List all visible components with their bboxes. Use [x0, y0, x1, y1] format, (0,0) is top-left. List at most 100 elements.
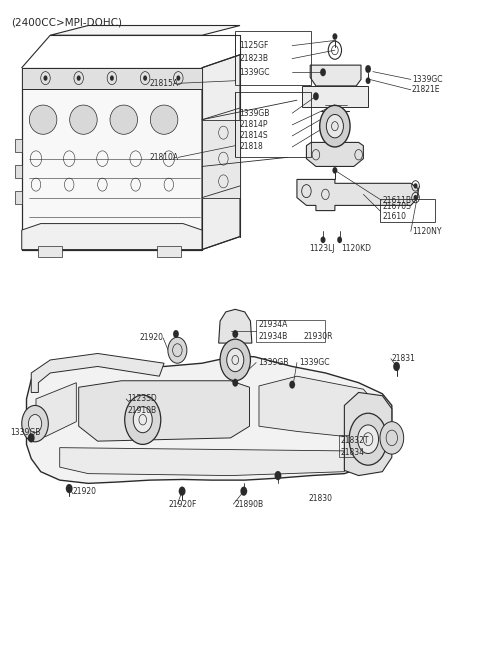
Circle shape	[168, 337, 187, 364]
Circle shape	[66, 484, 72, 493]
Ellipse shape	[29, 105, 57, 134]
Text: 21920F: 21920F	[169, 500, 197, 509]
Text: 1125GF: 1125GF	[239, 41, 268, 50]
Circle shape	[275, 471, 281, 480]
Circle shape	[110, 75, 114, 81]
Ellipse shape	[110, 105, 137, 134]
Circle shape	[326, 115, 343, 138]
Text: 21814P: 21814P	[239, 121, 267, 130]
Text: 1339GB: 1339GB	[10, 428, 40, 437]
Text: 21814S: 21814S	[239, 132, 268, 140]
Polygon shape	[259, 376, 378, 438]
Circle shape	[320, 105, 350, 147]
Circle shape	[22, 405, 48, 442]
Text: 21830: 21830	[309, 495, 333, 504]
Text: 21890B: 21890B	[234, 500, 264, 509]
Polygon shape	[301, 86, 368, 107]
Polygon shape	[79, 381, 250, 441]
Polygon shape	[14, 191, 22, 204]
Circle shape	[313, 92, 319, 100]
Text: 21815A: 21815A	[149, 79, 179, 88]
Bar	[256, 320, 325, 343]
Bar	[235, 92, 311, 157]
Polygon shape	[297, 179, 418, 211]
Text: 21810A: 21810A	[149, 153, 179, 162]
Bar	[339, 436, 382, 457]
Polygon shape	[36, 383, 76, 438]
Polygon shape	[14, 165, 22, 178]
Text: 21934A: 21934A	[258, 320, 288, 329]
Circle shape	[333, 33, 337, 40]
Circle shape	[365, 65, 371, 73]
Polygon shape	[202, 55, 240, 250]
Bar	[22, 67, 202, 88]
Polygon shape	[50, 26, 240, 35]
Circle shape	[321, 236, 325, 243]
Text: 21831: 21831	[392, 354, 416, 363]
Text: 21910B: 21910B	[127, 406, 156, 415]
Polygon shape	[14, 139, 22, 152]
Circle shape	[28, 434, 35, 442]
Circle shape	[227, 348, 244, 371]
Text: 21823B: 21823B	[239, 54, 268, 63]
Text: 21934B: 21934B	[258, 332, 287, 341]
Circle shape	[220, 339, 251, 381]
Text: 21611B: 21611B	[383, 196, 411, 205]
Bar	[381, 199, 435, 222]
Circle shape	[133, 407, 152, 433]
Circle shape	[414, 183, 418, 189]
Circle shape	[177, 75, 180, 81]
Circle shape	[179, 487, 185, 496]
Circle shape	[414, 195, 418, 200]
Polygon shape	[31, 354, 164, 392]
Text: 21920: 21920	[139, 333, 163, 343]
Text: 1339GB: 1339GB	[239, 109, 269, 118]
Circle shape	[333, 167, 337, 174]
Text: 21821E: 21821E	[412, 85, 440, 94]
Text: 21834: 21834	[341, 448, 365, 457]
Circle shape	[349, 413, 387, 465]
Text: 1120KD: 1120KD	[342, 244, 372, 253]
Text: 21610: 21610	[383, 212, 407, 221]
Text: 21818: 21818	[239, 142, 263, 151]
Polygon shape	[22, 67, 202, 250]
Ellipse shape	[70, 105, 97, 134]
Polygon shape	[344, 392, 392, 476]
Text: 1123LJ: 1123LJ	[309, 244, 335, 253]
Circle shape	[232, 330, 238, 338]
Circle shape	[173, 330, 179, 338]
Circle shape	[358, 425, 379, 453]
Circle shape	[125, 395, 161, 444]
Text: 1339GC: 1339GC	[299, 358, 329, 367]
Circle shape	[380, 422, 404, 454]
Bar	[235, 31, 311, 84]
Circle shape	[232, 379, 238, 386]
Text: (2400CC>MPI-DOHC): (2400CC>MPI-DOHC)	[12, 17, 122, 27]
Circle shape	[320, 68, 326, 76]
Circle shape	[240, 487, 247, 496]
Bar	[202, 120, 240, 198]
Bar	[38, 246, 62, 257]
Polygon shape	[310, 65, 361, 86]
Polygon shape	[22, 223, 202, 250]
Polygon shape	[60, 447, 344, 476]
Circle shape	[289, 381, 295, 388]
Text: 1120NY: 1120NY	[412, 227, 441, 236]
Circle shape	[366, 77, 371, 84]
Text: 21920: 21920	[73, 487, 97, 496]
Text: 1123SD: 1123SD	[127, 394, 157, 403]
Circle shape	[77, 75, 81, 81]
Circle shape	[44, 75, 48, 81]
Polygon shape	[219, 309, 252, 343]
Bar	[157, 246, 180, 257]
Text: 21670S: 21670S	[383, 202, 411, 211]
Text: 21832T: 21832T	[341, 436, 369, 445]
Text: 21930R: 21930R	[303, 332, 333, 341]
Circle shape	[28, 415, 42, 433]
Text: 1339GC: 1339GC	[412, 75, 442, 84]
Polygon shape	[306, 142, 363, 166]
Polygon shape	[26, 356, 392, 483]
Text: 1339GC: 1339GC	[239, 67, 270, 77]
Circle shape	[143, 75, 147, 81]
Circle shape	[393, 362, 400, 371]
